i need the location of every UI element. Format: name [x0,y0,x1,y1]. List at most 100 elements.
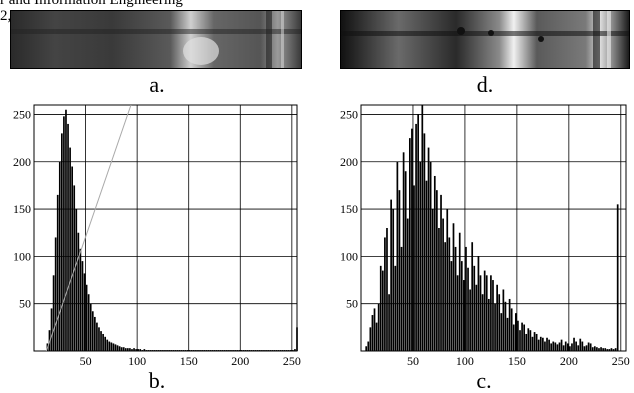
histogram-bar [108,342,110,351]
histogram-bar [282,350,284,351]
histogram-bar [210,350,212,351]
histogram-bar [494,304,496,351]
histogram-bar [129,348,131,351]
histogram-bar [150,350,152,351]
histogram-bar [370,327,372,351]
histogram-bar [88,294,90,351]
histogram-bar [546,338,548,351]
histogram-bar [168,350,170,351]
histogram-bar [436,190,438,351]
histogram-bar [152,350,154,351]
histogram-bar [372,315,374,351]
histogram-bar [382,271,384,351]
histogram-bar [513,325,515,351]
histogram-bar [224,350,226,351]
y-tick-label: 250 [13,107,31,121]
histogram-bar [367,342,369,351]
y-tick-label: 150 [13,202,31,216]
histogram-bar [411,129,413,351]
histogram-bar [561,340,563,351]
histogram-bar [521,323,523,351]
histogram-bar [119,346,121,351]
histogram-bar [527,328,529,351]
histogram-bar [544,342,546,351]
histogram-bar [135,349,137,351]
histogram-bar [94,317,96,351]
histogram-bar [280,350,282,351]
histogram-bar [117,345,119,351]
histogram-bar [127,348,129,351]
histogram-bar [203,350,205,351]
histogram-bar [195,350,197,351]
histogram-bar [131,349,133,351]
histogram-bar [394,266,396,351]
histogram-bar [98,327,100,351]
histogram-bar [90,304,92,351]
histogram-bar [232,350,234,351]
histogram-bar [166,350,168,351]
histogram-bar [432,209,434,351]
histogram-bar [238,350,240,351]
histogram-bar [160,350,162,351]
histogram-bar [503,290,505,352]
histogram-bar [606,349,608,351]
histogram-bar [602,348,604,351]
histogram-bar [399,190,401,351]
histogram-bar [102,334,104,351]
histogram-bar [438,228,440,351]
histogram-bar [417,114,419,351]
histogram-bar [226,350,228,351]
histogram-bar [455,247,457,351]
histogram-bar [69,148,71,351]
histogram-bar [476,285,478,351]
histogram-bar [405,171,407,351]
histogram-bar [115,344,117,351]
histogram-bar [84,273,86,351]
x-tick-label: 250 [283,354,301,368]
x-tick-label: 100 [128,354,146,368]
histogram-bar [384,237,386,351]
histogram-bar [525,334,527,351]
histogram-bar [573,338,575,351]
histogram-bar [57,195,59,351]
histogram-bar [288,350,290,351]
histogram-bar [482,294,484,351]
histogram-bar [247,350,249,351]
histogram-bar [557,344,559,351]
histogram-bar [426,181,428,351]
histogram-bar [251,350,253,351]
histogram-bar [538,340,540,351]
histogram-bar [261,350,263,351]
histogram-bar [424,133,426,351]
x-tick-label: 200 [231,354,249,368]
figure-label-c: c. [464,370,504,392]
histogram-bar [536,334,538,351]
histogram-bar [284,350,286,351]
histogram-bar [542,338,544,351]
histogram-bar [448,237,450,351]
histogram-bar [409,138,411,351]
histogram-bar [611,348,613,351]
histogram-bar [594,346,596,351]
histogram-bar [397,162,399,351]
histogram-bar [271,350,273,351]
histogram-bar [146,350,148,351]
histogram-bar [488,299,490,351]
histogram-bar [584,346,586,351]
histogram-b: 50 100 150 200 25050100150200250 [13,105,301,368]
histogram-bar [92,311,94,351]
histogram-bar [179,350,181,351]
histogram-bar [267,350,269,351]
histogram-bar [461,261,463,351]
x-tick-label: 150 [180,354,198,368]
histogram-bar [484,271,486,351]
histogram-bar [434,176,436,351]
histogram-bar [174,350,176,351]
figure-label-b: b. [137,370,177,392]
histogram-bar [199,350,201,351]
histogram-bar [498,294,500,351]
histogram-bar [67,124,69,351]
y-tick-label: 100 [340,249,358,263]
histogram-bar [519,330,521,351]
histogram-bar [236,350,238,351]
